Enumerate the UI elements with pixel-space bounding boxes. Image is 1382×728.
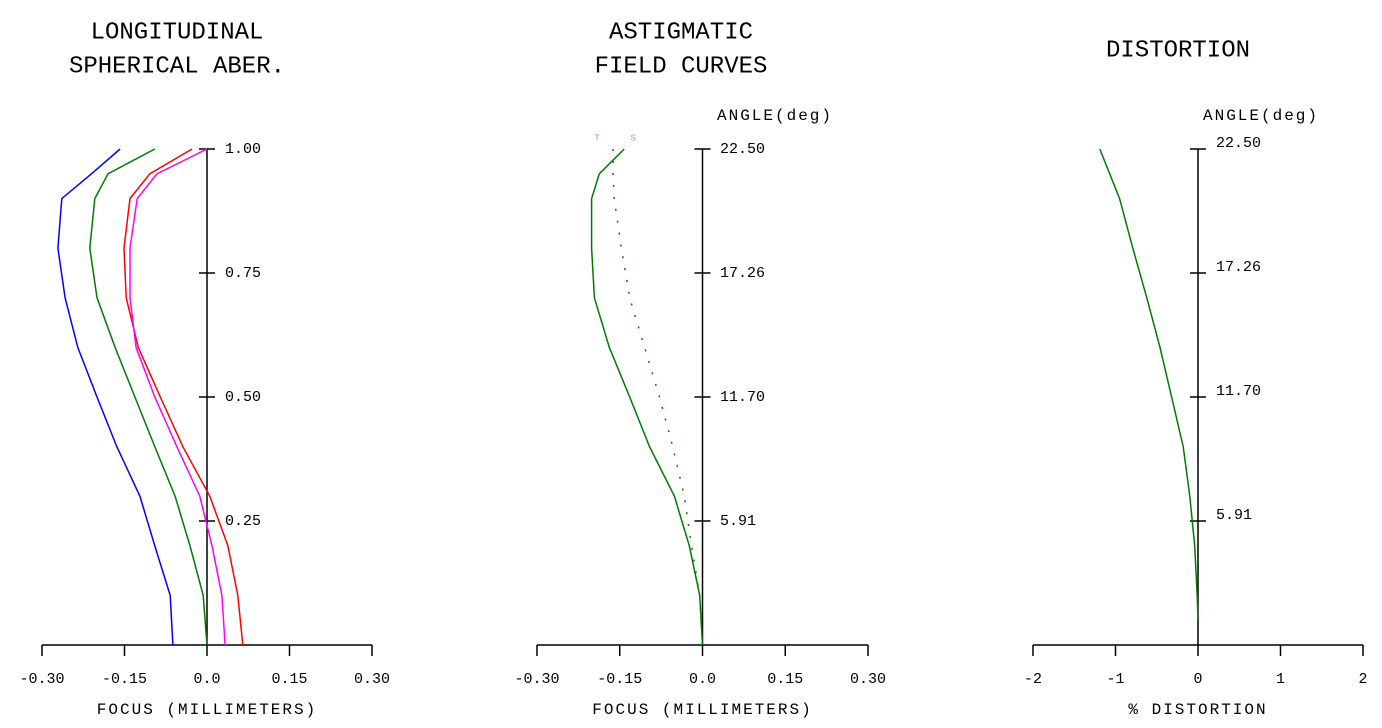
x-tick-label: -2 <box>1024 671 1042 688</box>
x-tick-label: 1 <box>1276 671 1285 688</box>
y-tick-label: 17.26 <box>720 265 765 282</box>
y-tick-label: 5.91 <box>1216 507 1252 524</box>
x-tick-label: 0.0 <box>689 671 716 688</box>
x-tick-label: -0.30 <box>19 671 64 688</box>
x-tick-label: 0.15 <box>767 671 803 688</box>
series-line <box>123 148 244 646</box>
y-axis-label: ANGLE(deg) <box>1203 107 1319 125</box>
y-tick-label: 11.70 <box>720 389 765 406</box>
series-line <box>612 149 704 646</box>
series-line <box>129 148 226 646</box>
x-tick-label: 0.15 <box>271 671 307 688</box>
legend-label: S <box>630 133 635 143</box>
x-tick-label: 2 <box>1358 671 1367 688</box>
x-axis-label: FOCUS (MILLIMETERS) <box>592 701 812 719</box>
x-tick-label: -0.15 <box>102 671 147 688</box>
y-tick-label: 0.50 <box>225 389 261 406</box>
x-axis-label: % DISTORTION <box>1128 701 1267 719</box>
x-tick-label: 0.30 <box>354 671 390 688</box>
chart-title: DISTORTION <box>1106 37 1250 64</box>
y-tick-label: 22.50 <box>720 141 765 158</box>
chart-title: LONGITUDINAL <box>91 19 264 46</box>
x-tick-label: -1 <box>1106 671 1124 688</box>
x-axis-label: FOCUS (MILLIMETERS) <box>97 701 317 719</box>
y-axis-label: ANGLE(deg) <box>717 107 833 125</box>
x-tick-label: 0.30 <box>850 671 886 688</box>
chart-title: SPHERICAL ABER. <box>69 53 285 80</box>
chart-title: ASTIGMATIC <box>609 19 753 46</box>
x-tick-label: 0 <box>1193 671 1202 688</box>
x-tick-label: -0.30 <box>514 671 559 688</box>
series-line <box>590 148 704 646</box>
y-tick-label: 1.00 <box>225 141 261 158</box>
y-tick-label: 5.91 <box>720 513 756 530</box>
series-line <box>89 148 208 646</box>
x-tick-label: 0.0 <box>193 671 220 688</box>
series-line <box>57 148 174 646</box>
legend-label: T <box>594 133 600 143</box>
y-tick-label: 17.26 <box>1216 259 1261 276</box>
y-tick-label: 0.25 <box>225 513 261 530</box>
y-tick-label: 11.70 <box>1216 383 1261 400</box>
y-tick-label: 22.50 <box>1216 135 1261 152</box>
x-tick-label: -0.15 <box>597 671 642 688</box>
y-tick-label: 0.75 <box>225 265 261 282</box>
series-line <box>1099 148 1199 621</box>
chart-title: FIELD CURVES <box>595 53 768 80</box>
